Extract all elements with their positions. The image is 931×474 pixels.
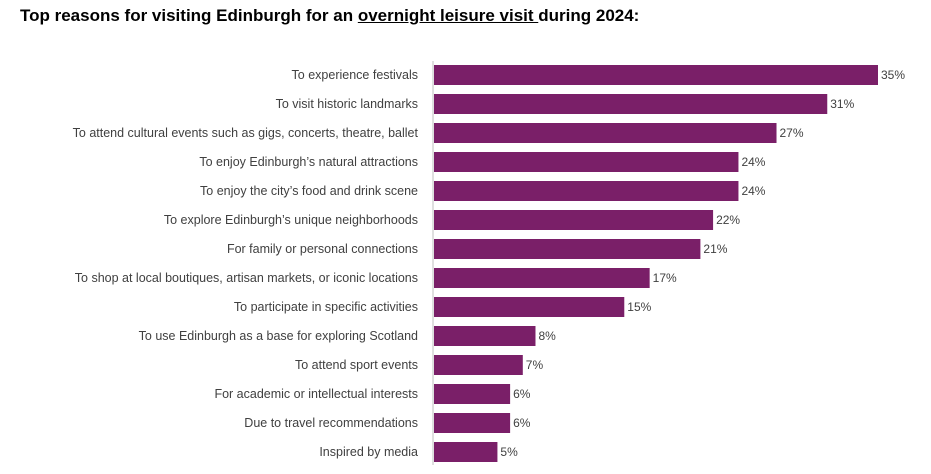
bars-group: To experience festivals 35% To visit histo… (73, 65, 905, 462)
chart-title: Top reasons for visiting Edinburgh for a… (20, 6, 639, 26)
bar (434, 268, 650, 288)
value-label: 6% (513, 387, 531, 401)
category-label: To enjoy the city’s food and drink scene (200, 184, 418, 198)
bar (434, 297, 625, 317)
bar (434, 152, 739, 172)
value-label: 22% (716, 213, 740, 227)
category-label: For academic or intellectual interests (214, 387, 418, 401)
value-label: 21% (703, 242, 727, 256)
bar (434, 355, 523, 375)
category-label: To attend sport events (295, 358, 418, 372)
bar (434, 181, 739, 201)
bar (434, 123, 777, 143)
category-label: To use Edinburgh as a base for exploring… (139, 329, 418, 343)
title-text-start: Top reasons for visiting Edinburgh for a… (20, 6, 358, 25)
bar (434, 210, 714, 230)
value-label: 24% (741, 155, 765, 169)
value-label: 27% (780, 126, 804, 140)
bar (434, 413, 511, 433)
bar (434, 442, 498, 462)
category-label: To attend cultural events such as gigs, … (73, 126, 419, 140)
category-label: Inspired by media (319, 445, 418, 459)
bar (434, 65, 878, 85)
value-label: 35% (881, 68, 905, 82)
title-text-underlined: overnight leisure visit (357, 6, 539, 25)
bar (434, 239, 701, 259)
value-label: 17% (653, 271, 677, 285)
category-label: To shop at local boutiques, artisan mark… (75, 271, 418, 285)
value-label: 15% (627, 300, 651, 314)
value-label: 7% (526, 358, 544, 372)
bar (434, 384, 511, 404)
bar (434, 326, 536, 346)
category-label: For family or personal connections (227, 242, 418, 256)
category-label: To explore Edinburgh’s unique neighborho… (164, 213, 418, 227)
bar (434, 94, 828, 114)
category-label: To experience festivals (292, 68, 418, 82)
value-label: 6% (513, 416, 531, 430)
value-label: 24% (741, 184, 765, 198)
value-label: 5% (500, 445, 518, 459)
value-label: 31% (830, 97, 854, 111)
category-label: Due to travel recommendations (244, 416, 418, 430)
category-label: To enjoy Edinburgh’s natural attractions (199, 155, 418, 169)
value-label: 8% (538, 329, 556, 343)
title-text-end: during 2024: (538, 6, 640, 25)
category-label: To participate in specific activities (234, 300, 418, 314)
category-label: To visit historic landmarks (276, 97, 418, 111)
